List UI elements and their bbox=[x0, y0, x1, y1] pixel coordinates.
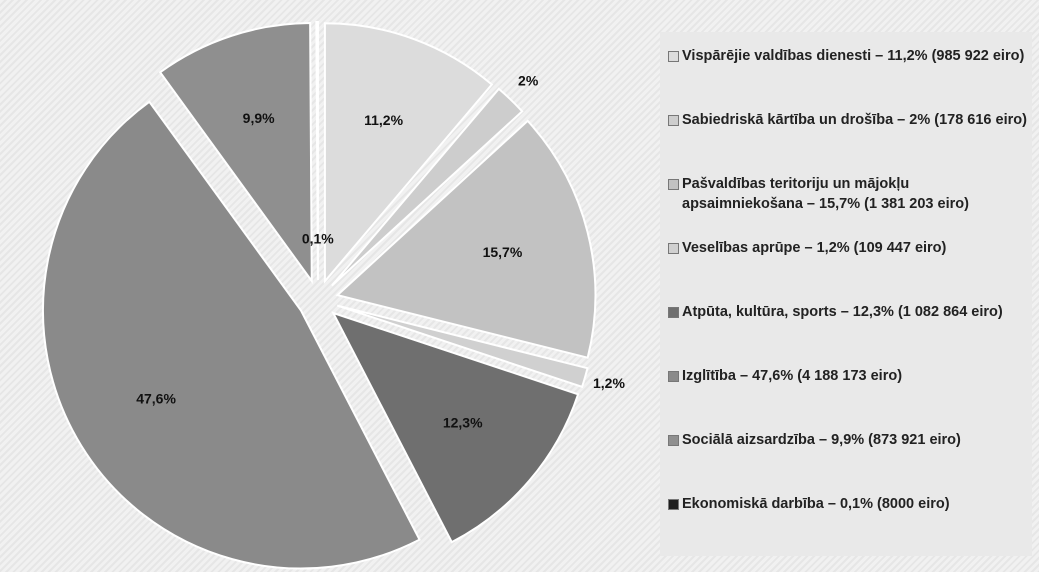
legend-item: Sabiedriskā kārtība un drošība – 2% (178… bbox=[668, 110, 1034, 130]
pie-slice bbox=[42, 100, 421, 570]
legend-item: Ekonomiskā darbība – 0,1% (8000 eiro) bbox=[668, 494, 1034, 514]
pie-slice bbox=[315, 21, 319, 281]
legend-label: Ekonomiskā darbība – 0,1% (8000 eiro) bbox=[682, 496, 950, 512]
pie-slice bbox=[335, 119, 597, 359]
data-label: 9,9% bbox=[243, 110, 275, 126]
legend-item: Veselības aprūpe – 1,2% (109 447 eiro) bbox=[668, 238, 1034, 258]
data-label: 1,2% bbox=[593, 375, 625, 391]
legend-label: Atpūta, kultūra, sports – 12,3% (1 082 8… bbox=[682, 304, 1003, 320]
pie-area: 11,2% 2% 15,7% 1,2% 12,3% 47,6% 9,9% 0,1% bbox=[42, 21, 625, 570]
pie-slice bbox=[331, 87, 524, 287]
data-label: 0,1% bbox=[302, 231, 334, 247]
legend-swatch bbox=[668, 307, 679, 318]
legend-item: Pašvaldības teritoriju un mājokļu apsaim… bbox=[668, 174, 1034, 214]
data-label: 11,2% bbox=[364, 112, 403, 128]
legend-item: Sociālā aizsardzība – 9,9% (873 921 eiro… bbox=[668, 430, 1034, 450]
legend-label: Veselības aprūpe – 1,2% (109 447 eiro) bbox=[682, 240, 947, 256]
data-label: 12,3% bbox=[443, 414, 483, 430]
legend-swatch bbox=[668, 371, 679, 382]
legend-label: Pašvaldības teritoriju un mājokļu apsaim… bbox=[682, 176, 969, 212]
data-label: 2% bbox=[518, 72, 539, 88]
pie-slice bbox=[323, 22, 494, 284]
data-label: 15,7% bbox=[483, 244, 523, 260]
legend-swatch bbox=[668, 51, 679, 62]
legend-item: Izglītība – 47,6% (4 188 173 eiro) bbox=[668, 366, 1034, 386]
legend-swatch bbox=[668, 115, 679, 126]
legend-swatch bbox=[668, 179, 679, 190]
pie-slice bbox=[158, 21, 313, 285]
legend-label: Izglītība – 47,6% (4 188 173 eiro) bbox=[682, 368, 903, 384]
pie-slice bbox=[336, 304, 589, 389]
legend-label: Sociālā aizsardzība – 9,9% (873 921 eiro… bbox=[682, 432, 961, 448]
legend-swatch bbox=[668, 435, 679, 446]
legend: Vispārējie valdības dienesti – 11,2% (98… bbox=[660, 32, 1032, 556]
legend-item: Vispārējie valdības dienesti – 11,2% (98… bbox=[668, 46, 1034, 66]
data-label: 47,6% bbox=[136, 391, 176, 407]
legend-swatch bbox=[668, 243, 679, 254]
legend-label: Vispārējie valdības dienesti – 11,2% (98… bbox=[682, 48, 1025, 64]
legend-swatch bbox=[668, 499, 679, 510]
pie-slice bbox=[331, 311, 580, 544]
legend-item: Atpūta, kultūra, sports – 12,3% (1 082 8… bbox=[668, 302, 1034, 322]
legend-label: Sabiedriskā kārtība un drošība – 2% (178… bbox=[682, 112, 1027, 128]
